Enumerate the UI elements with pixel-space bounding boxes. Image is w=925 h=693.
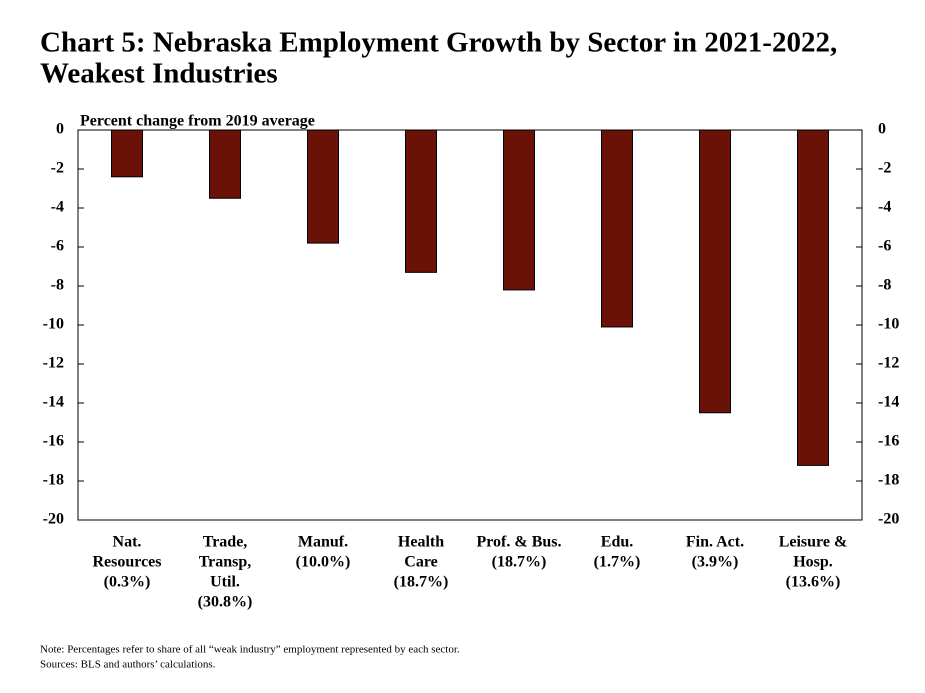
y2-tick-label: -4 (878, 199, 891, 216)
plot-frame (77, 129, 863, 521)
x-tick-label: (3.9%) (692, 554, 739, 571)
chart-title: Chart 5: Nebraska Employment Growth by S… (40, 27, 837, 59)
bar (699, 129, 731, 414)
y2-tick-label: -2 (878, 160, 891, 177)
y2-tick-label: -12 (878, 355, 899, 372)
y-tick-label: -16 (43, 433, 64, 450)
y2-tick-label: -14 (878, 394, 899, 411)
y-tick-label: -18 (43, 472, 64, 489)
note: Sources: BLS and authors’ calculations. (40, 659, 216, 671)
x-tick-label: Manuf. (298, 534, 348, 551)
x-tick-label: (30.8%) (198, 594, 253, 611)
y2-tick-label: -18 (878, 472, 899, 489)
x-tick-label: Edu. (601, 534, 633, 551)
x-tick-label: Health (398, 534, 444, 551)
y-tick-label: -4 (51, 199, 64, 216)
x-tick-label: Trade, (203, 534, 248, 551)
x-tick-label: Nat. (113, 534, 142, 551)
x-tick-label: (18.7%) (492, 554, 547, 571)
bar (405, 129, 437, 273)
y-axis-label: Percent change from 2019 average (80, 113, 315, 130)
x-tick-label: (1.7%) (594, 554, 641, 571)
y-tick-label: -2 (51, 160, 64, 177)
x-tick-label: Resources (92, 554, 161, 571)
y-tick-label: -12 (43, 355, 64, 372)
x-tick-label: Hosp. (793, 554, 833, 571)
x-tick-label: Transp, (199, 554, 252, 571)
y2-tick-label: -6 (878, 238, 891, 255)
x-tick-label: Prof. & Bus. (476, 534, 561, 551)
bar (601, 129, 633, 328)
y2-tick-label: 0 (878, 121, 886, 138)
x-tick-label: Fin. Act. (686, 534, 744, 551)
chart-title: Weakest Industries (40, 58, 278, 90)
bar (503, 129, 535, 291)
bar (307, 129, 339, 244)
x-tick-label: (13.6%) (786, 574, 841, 591)
x-tick-label: Util. (210, 574, 240, 591)
bar (209, 129, 241, 199)
y2-tick-label: -20 (878, 511, 899, 528)
note: Note: Percentages refer to share of all … (40, 644, 460, 656)
y2-tick-label: -16 (878, 433, 899, 450)
y-tick-label: -20 (43, 511, 64, 528)
y-tick-label: -14 (43, 394, 64, 411)
bar (111, 129, 143, 178)
x-tick-label: (18.7%) (394, 574, 449, 591)
y-tick-label: -6 (51, 238, 64, 255)
y2-tick-label: -10 (878, 316, 899, 333)
y-tick-label: -8 (51, 277, 64, 294)
y-tick-label: 0 (56, 121, 64, 138)
x-tick-label: Care (404, 554, 437, 571)
x-tick-label: (10.0%) (296, 554, 351, 571)
y-tick-label: -10 (43, 316, 64, 333)
y2-tick-label: -8 (878, 277, 891, 294)
x-tick-label: Leisure & (779, 534, 848, 551)
x-tick-label: (0.3%) (104, 574, 151, 591)
bar (797, 129, 829, 466)
